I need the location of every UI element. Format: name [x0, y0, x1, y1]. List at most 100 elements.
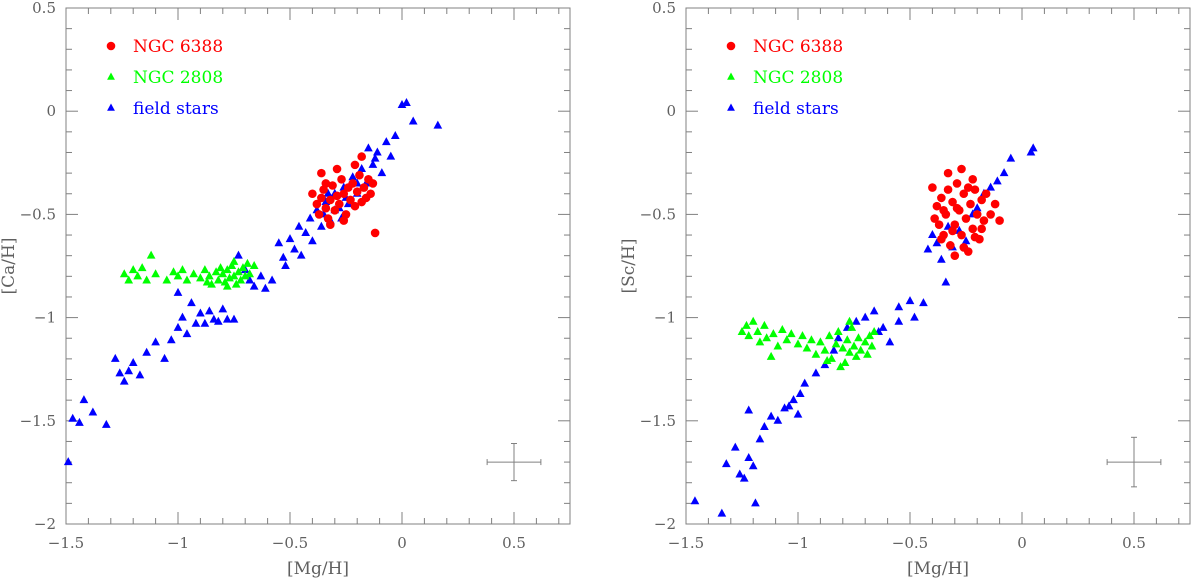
data-point	[213, 275, 223, 284]
data-point	[943, 185, 953, 194]
data-point	[189, 269, 199, 278]
data-point	[182, 329, 192, 338]
data-point	[119, 376, 129, 385]
y-axis-label: [Ca/H]	[0, 238, 19, 295]
data-point	[970, 232, 980, 242]
data-point	[267, 275, 277, 284]
data-point	[169, 267, 178, 276]
data-point	[769, 329, 778, 338]
data-point	[937, 254, 946, 263]
data-point	[202, 277, 212, 286]
data-point	[919, 298, 928, 307]
data-point	[959, 189, 969, 199]
data-point	[88, 407, 98, 416]
data-point	[162, 275, 172, 284]
data-point	[833, 327, 843, 336]
data-point	[851, 316, 861, 325]
data-point	[786, 329, 796, 338]
data-point	[865, 331, 875, 340]
data-point	[773, 341, 783, 350]
data-point	[845, 316, 854, 325]
data-point	[1006, 153, 1016, 162]
data-point	[124, 275, 134, 284]
data-point	[760, 421, 769, 430]
data-point	[296, 250, 306, 259]
data-point	[968, 175, 978, 184]
legend-label-ngc-6388: NGC 6388	[753, 37, 843, 57]
data-point	[970, 185, 980, 194]
legend-marker-field-stars	[107, 103, 115, 111]
y-tick-label: −2	[654, 515, 676, 533]
x-tick-label: −1	[167, 534, 189, 552]
x-tick-label: −0.5	[272, 534, 308, 552]
x-axis-label: [Mg/H]	[287, 559, 349, 579]
data-point	[370, 153, 380, 162]
data-point	[968, 224, 978, 234]
legend-marker-ngc-2808	[727, 72, 735, 80]
data-point	[820, 360, 830, 369]
data-point	[182, 275, 192, 284]
data-point	[831, 339, 841, 348]
data-point	[932, 201, 942, 211]
y-tick-label: 0.5	[32, 0, 56, 17]
data-point	[885, 337, 895, 346]
x-axis-label: [Mg/H]	[907, 559, 969, 579]
data-point	[216, 263, 225, 272]
series-ngc-6388	[308, 152, 380, 238]
data-point	[744, 405, 754, 414]
data-point	[739, 473, 749, 482]
data-point	[240, 271, 250, 280]
data-point	[312, 199, 322, 209]
legend-label-ngc-2808: NGC 2808	[133, 68, 223, 88]
data-point	[807, 335, 816, 344]
data-point	[934, 220, 944, 230]
data-point	[321, 179, 331, 188]
data-point	[234, 250, 243, 259]
data-point	[829, 345, 839, 354]
legend-label-field-stars: field stars	[133, 99, 219, 119]
y-tick-label: −0.5	[20, 205, 56, 223]
legend-marker-ngc-2808	[107, 72, 115, 80]
y-axis-label: [Sc/H]	[619, 239, 639, 294]
data-point	[160, 353, 169, 362]
x-tick-label: 0.5	[1122, 534, 1146, 552]
data-point	[274, 238, 284, 247]
data-point	[833, 333, 843, 342]
data-point	[238, 263, 248, 272]
data-point	[690, 496, 700, 505]
data-point	[323, 188, 333, 197]
data-point	[245, 275, 255, 284]
data-point	[245, 269, 255, 278]
data-point	[869, 306, 879, 315]
data-point	[777, 324, 787, 333]
data-point	[222, 281, 232, 290]
data-point	[187, 298, 196, 307]
data-point	[314, 210, 324, 219]
data-point	[977, 224, 986, 234]
data-point	[368, 179, 378, 188]
data-point	[748, 461, 758, 470]
data-point	[357, 152, 366, 161]
data-point	[205, 271, 214, 280]
data-point	[339, 216, 349, 225]
legend: NGC 6388 NGC 2808 field stars	[106, 37, 223, 119]
data-point	[290, 244, 299, 253]
data-point	[249, 261, 259, 269]
data-point	[381, 137, 391, 146]
data-point	[79, 395, 89, 404]
data-point	[930, 214, 939, 223]
data-point	[860, 312, 870, 321]
data-point	[993, 176, 1002, 185]
data-point	[838, 343, 848, 352]
x-tick-label: −1	[787, 534, 809, 552]
data-point	[961, 236, 971, 245]
data-point	[952, 179, 962, 188]
data-point	[762, 333, 771, 342]
data-point	[941, 277, 951, 286]
y-tick-label: −0.5	[640, 205, 676, 223]
legend: NGC 6388 NGC 2808 field stars	[726, 37, 843, 119]
data-point	[793, 339, 803, 348]
data-point	[755, 434, 765, 443]
data-point	[979, 216, 989, 225]
y-tick-label: −1	[34, 309, 56, 327]
